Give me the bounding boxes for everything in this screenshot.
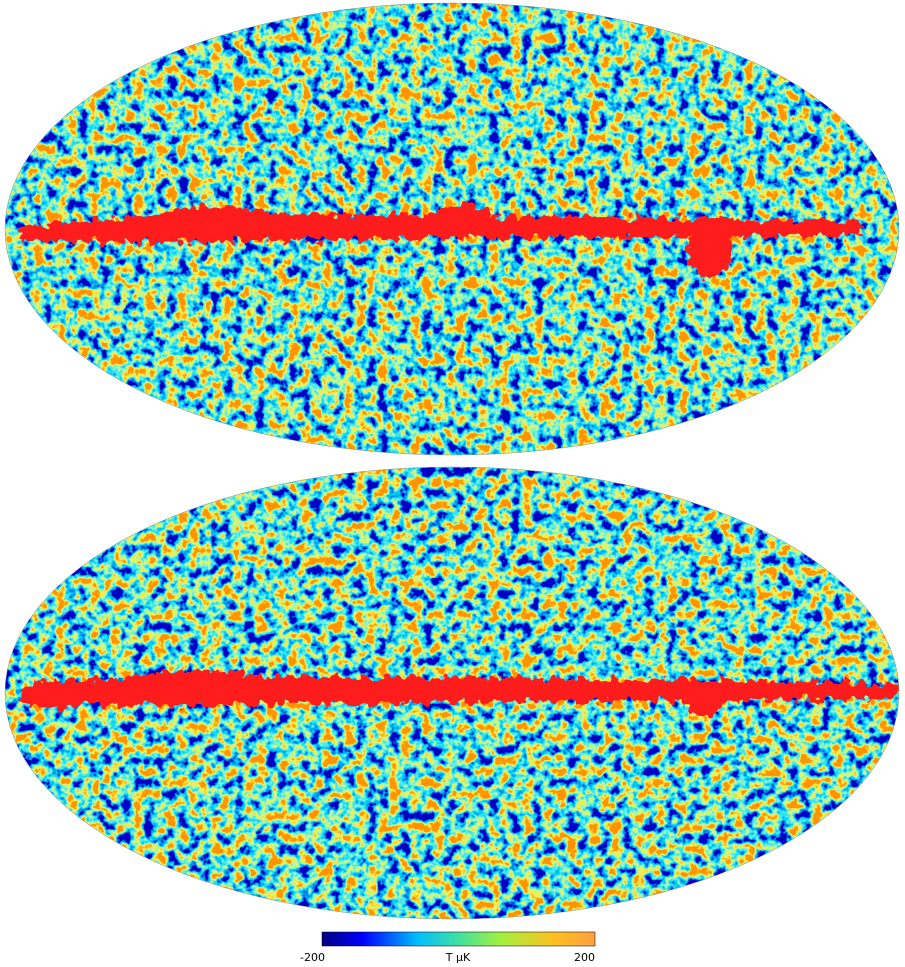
- map-outline: [4, 2, 900, 456]
- sky-map-top: [5, 3, 899, 455]
- colorbar-unit-label: T µK: [445, 951, 471, 964]
- map-outline: [4, 466, 900, 920]
- colorbar-min-label: -200: [300, 951, 325, 964]
- colorbar-max-label: 200: [574, 951, 595, 964]
- sky-map-bottom: [5, 467, 899, 919]
- colorbar: [321, 931, 596, 947]
